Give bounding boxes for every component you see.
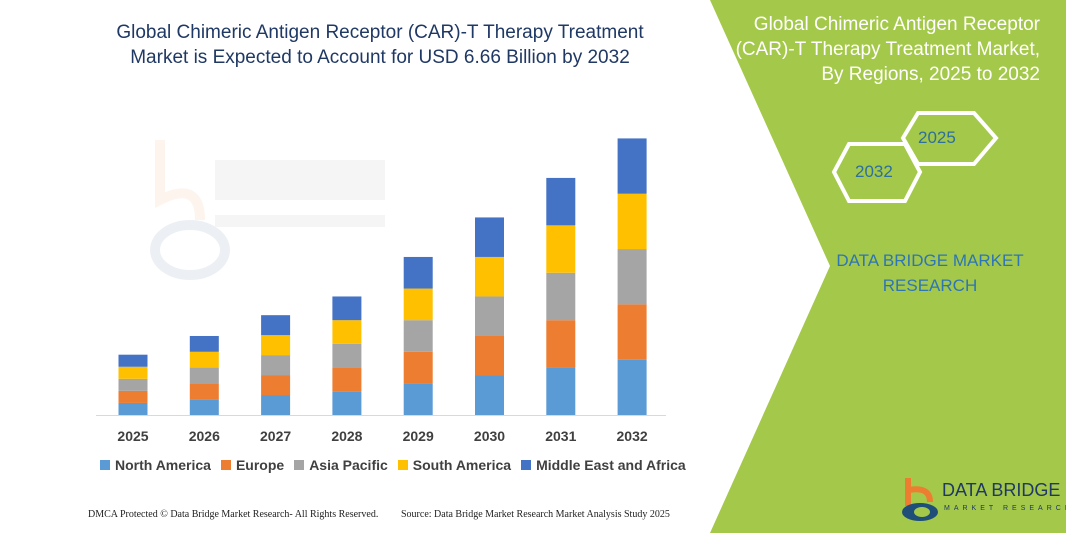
- bar-segment: [475, 335, 504, 376]
- bar-segment: [403, 383, 433, 415]
- legend-swatch: [397, 460, 408, 470]
- bar-segment: [189, 383, 219, 400]
- legend-swatch: [294, 460, 305, 470]
- bar-segment: [189, 351, 219, 368]
- x-tick-label: 2030: [474, 428, 505, 444]
- bar-segment: [546, 320, 576, 368]
- bar-segment: [332, 367, 362, 392]
- legend-swatch: [100, 460, 110, 470]
- watermark-logo: [150, 140, 385, 280]
- bar-segment: [189, 335, 219, 352]
- bar-segment: [617, 138, 647, 194]
- bar-segment: [617, 359, 647, 415]
- bar-segment: [546, 272, 576, 321]
- logo-mark: [902, 478, 938, 521]
- bar-segment: [261, 355, 291, 376]
- bar-segment: [546, 225, 576, 273]
- stacked-bar-chart: 2025 2026 2027 2028 2029 2030 2031 2032: [96, 138, 666, 444]
- legend-label: North America: [115, 457, 211, 473]
- bar-segment: [617, 304, 647, 360]
- bar-segment: [475, 375, 504, 415]
- legend-item: Middle East and Africa: [521, 457, 686, 474]
- bar-segment: [617, 193, 647, 250]
- footer-source: Source: Data Bridge Market Research Mark…: [401, 509, 670, 520]
- bar-segment: [546, 177, 576, 226]
- x-tick-label: 2031: [545, 428, 576, 444]
- bar-segment: [261, 375, 291, 396]
- logo-subtext: MARKET RESEARCH: [944, 505, 1066, 512]
- x-tick-label: 2029: [403, 428, 434, 444]
- x-tick-label: 2025: [117, 428, 148, 444]
- hexagon-2025: [900, 111, 999, 166]
- x-tick-label: 2027: [260, 428, 291, 444]
- bar-segment: [118, 378, 148, 391]
- bar-segment: [475, 217, 504, 257]
- legend-label: Asia Pacific: [309, 457, 388, 473]
- bar-segment: [118, 366, 148, 379]
- bar-segment: [118, 354, 148, 367]
- brand-logo: DATA BRIDGE MARKET RESEARCH: [900, 476, 1066, 526]
- hex-label-2025: 2025: [918, 128, 956, 147]
- hex-label-2032: 2032: [855, 162, 893, 181]
- bar-segment: [261, 315, 291, 336]
- bar-segment: [189, 399, 219, 415]
- bar-segment: [546, 367, 576, 415]
- legend-label: South America: [412, 457, 512, 473]
- legend: North America Europe Asia Pacific South Ame…: [100, 457, 686, 474]
- legend-item: South America: [397, 457, 512, 474]
- side-panel-brand: DATA BRIDGE MARKET RESEARCH: [836, 251, 1024, 295]
- footer-copyright: DMCA Protected © Data Bridge Market Rese…: [88, 509, 379, 520]
- bar-segment: [332, 296, 362, 321]
- bar-segment: [475, 256, 504, 297]
- bar-segment: [403, 351, 433, 384]
- bar-segment: [332, 391, 362, 415]
- bar-segment: [403, 256, 433, 289]
- hexagon-2032: [831, 142, 923, 203]
- logo-text: DATA BRIDGE: [942, 480, 1061, 500]
- legend-label: Europe: [235, 457, 285, 473]
- x-tick-label: 2028: [331, 428, 362, 444]
- bar-segment: [332, 320, 362, 344]
- legend-item: Europe: [220, 457, 285, 474]
- legend-swatch: [521, 460, 532, 470]
- bar-segment: [261, 335, 291, 356]
- legend-item: Asia Pacific: [294, 457, 388, 474]
- legend-swatch: [220, 460, 231, 470]
- x-tick-label: 2032: [617, 428, 648, 444]
- bar-segment: [189, 367, 219, 384]
- chart-title: Global Chimeric Antigen Receptor (CAR)-T…: [116, 22, 644, 68]
- bar-segment: [118, 402, 148, 415]
- bar-segment: [403, 288, 433, 321]
- bar-segment: [332, 343, 362, 368]
- bar-segment: [475, 296, 504, 336]
- side-panel-title: Global Chimeric Antigen Receptor (CAR)-T…: [735, 14, 1040, 85]
- bar-segment: [617, 249, 647, 305]
- x-tick-label: 2026: [189, 428, 220, 444]
- bar-segment: [261, 395, 291, 415]
- bar-segment: [403, 320, 433, 352]
- bar-segment: [118, 390, 148, 403]
- legend-item: North America: [100, 457, 211, 474]
- legend-label: Middle East and Africa: [536, 457, 686, 473]
